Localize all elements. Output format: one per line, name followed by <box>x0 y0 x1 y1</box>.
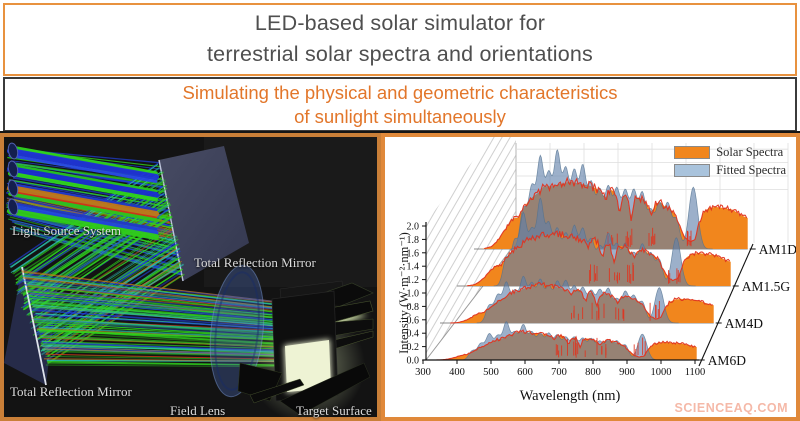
label-field-lens: Field Lens <box>170 403 226 418</box>
depth-label-AM1.5G: AM1.5G <box>742 279 791 294</box>
target-surface <box>237 280 374 417</box>
x-tick-label: 1000 <box>651 367 672 378</box>
y-tick-label: 0.0 <box>407 356 420 367</box>
beam-mirror-to-target <box>20 270 316 368</box>
series-AM6D: AM6D <box>423 321 747 368</box>
legend-row-solar: Solar Spectra <box>674 145 786 160</box>
chart-legend: Solar Spectra Fitted Spectra <box>674 145 786 181</box>
x-tick-label: 400 <box>449 367 465 378</box>
measured-line-AM1.5G <box>467 230 731 287</box>
total-reflection-mirror-top <box>158 146 249 282</box>
title-banner: LED-based solar simulator for terrestria… <box>3 3 797 76</box>
measured-line-AM4D <box>450 281 713 324</box>
fitted-area-AM1D <box>510 149 713 249</box>
light-source-tubes <box>7 142 159 240</box>
y-tick-label: 1.8 <box>407 235 420 246</box>
legend-row-fitted: Fitted Spectra <box>674 163 786 178</box>
label-target-surface: Target Surface <box>296 403 372 418</box>
mirror-edge-highlight <box>21 266 47 386</box>
y-tick-label: 1.4 <box>407 262 420 273</box>
ray-diagram-panel: Light Source System Total Reflection Mir… <box>0 133 381 421</box>
label-total-reflection-mirror-bottom: Total Reflection Mirror <box>10 384 132 399</box>
x-tick-label: 900 <box>619 367 635 378</box>
x-tick-label: 800 <box>585 367 601 378</box>
measured-line-AM6D <box>433 329 696 361</box>
series-AM1.5G: AM1.5G <box>457 197 791 294</box>
title-line-1: LED-based solar simulator for <box>254 11 546 35</box>
x-tick-label: 500 <box>483 367 499 378</box>
spectra-chart: AM1D AM1.5G AM4D AM6D 0.0 0.2 0.4 0.6 0.8 1.0 1.2 1… <box>407 137 796 378</box>
y-tick-label: 1.6 <box>407 248 420 259</box>
illuminated-target <box>285 340 331 392</box>
x-axis-title: Wavelength (nm) <box>519 388 621 404</box>
title-line-2: terrestrial solar spectra and orientatio… <box>206 42 594 66</box>
legend-label-solar: Solar Spectra <box>716 145 784 159</box>
watermark: SCIENCEAQ.COM <box>674 401 788 415</box>
depth-axis <box>698 243 754 367</box>
chart-axes: 0.0 0.2 0.4 0.6 0.8 1.0 1.2 1.4 1.6 1.8 2.0 300 400 5… <box>407 222 754 378</box>
x-tick-label: 1100 <box>685 367 706 378</box>
x-tick-label: 700 <box>551 367 567 378</box>
label-light-source-system: Light Source System <box>12 223 122 238</box>
y-tick-label: 0.8 <box>407 302 420 313</box>
fitted-spectra-swatch <box>674 164 711 177</box>
x-tick-label: 300 <box>415 367 431 378</box>
y-tick-label: 0.4 <box>407 329 420 340</box>
y-tick-label: 1.0 <box>407 289 420 300</box>
subtitle-banner: Simulating the physical and geometric ch… <box>3 77 797 132</box>
ray-trace-rendering <box>4 137 377 417</box>
lower-panels: Light Source System Total Reflection Mir… <box>0 131 800 421</box>
series-AM4D: AM4D <box>440 275 764 331</box>
label-total-reflection-mirror-top: Total Reflection Mirror <box>194 255 316 270</box>
depth-label-AM4D: AM4D <box>725 316 764 331</box>
spectra-chart-panel: AM1D AM1.5G AM4D AM6D 0.0 0.2 0.4 0.6 0.8 1.0 1.2 1… <box>381 133 800 421</box>
solar-spectra-swatch <box>674 146 711 159</box>
depth-label-AM1D: AM1D <box>759 242 796 257</box>
legend-label-fitted: Fitted Spectra <box>716 163 786 177</box>
y-tick-label: 0.2 <box>407 342 420 353</box>
y-tick-label: 0.6 <box>407 315 420 326</box>
y-axis-title: Intensity (W·m⁻²·nm⁻¹) <box>397 232 411 354</box>
x-tick-label: 600 <box>517 367 533 378</box>
y-tick-label: 1.2 <box>407 275 420 286</box>
subtitle-line-2: of sunlight simultaneously <box>294 106 506 127</box>
y-tick-label: 2.0 <box>407 222 420 233</box>
subtitle-line-1: Simulating the physical and geometric ch… <box>182 82 618 103</box>
measured-line-AM1D <box>484 176 748 250</box>
depth-label-AM6D: AM6D <box>708 353 747 368</box>
